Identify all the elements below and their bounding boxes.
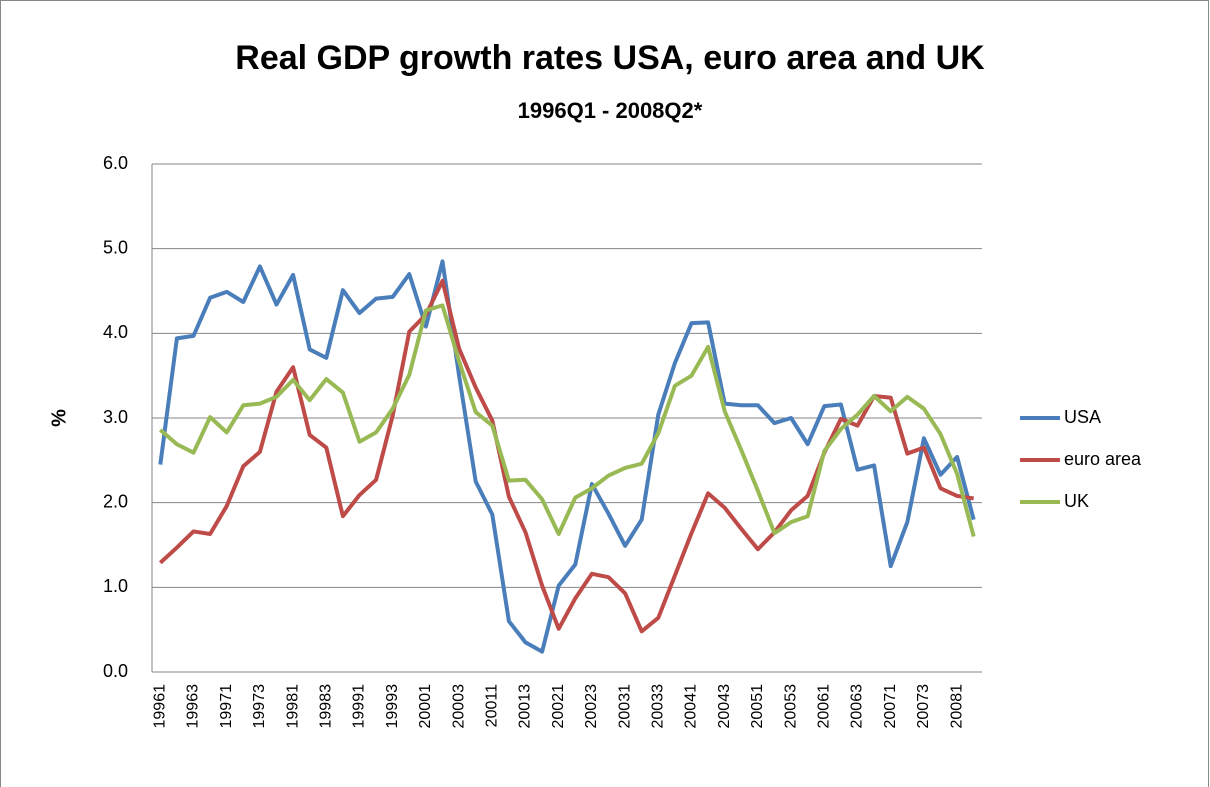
- legend-label: euro area: [1064, 449, 1142, 469]
- x-tick-label: 20063: [849, 684, 866, 729]
- y-tick-label: 2.0: [103, 491, 128, 511]
- legend-label: USA: [1064, 407, 1101, 427]
- x-tick-label: 19971: [218, 684, 235, 729]
- x-tick-label: 20061: [816, 684, 833, 729]
- y-tick-label: 1.0: [103, 576, 128, 596]
- x-tick-label: 19981: [284, 684, 301, 729]
- y-tick-label: 0.0: [103, 661, 128, 681]
- y-tick-label: 4.0: [103, 322, 128, 342]
- x-tick-label: 20003: [450, 684, 467, 729]
- x-tick-label: 20043: [716, 684, 733, 729]
- x-tick-label: 20021: [550, 684, 567, 729]
- y-tick-label: 6.0: [103, 153, 128, 173]
- x-tick-label: 20033: [650, 684, 667, 729]
- series-line: [158, 259, 976, 654]
- x-tick-label: 20041: [683, 684, 700, 729]
- x-tick-label: 20071: [882, 684, 899, 729]
- x-tick-label: 20001: [417, 684, 434, 729]
- x-tick-label: 20053: [782, 684, 799, 729]
- x-tick-label: 19973: [251, 684, 268, 729]
- chart-subtitle: 1996Q1 - 2008Q2*: [518, 98, 703, 123]
- x-tick-label: 20081: [948, 684, 965, 729]
- x-tick-label: 19991: [351, 684, 368, 729]
- x-tick-label: 20051: [749, 684, 766, 729]
- x-tick-label: 20073: [915, 684, 932, 729]
- x-tick-label: 19963: [185, 684, 202, 729]
- y-tick-label: 5.0: [103, 237, 128, 257]
- legend-label: UK: [1064, 491, 1089, 511]
- x-tick-label: 20013: [517, 684, 534, 729]
- x-tick-label: 19983: [318, 684, 335, 729]
- y-axis-label: %: [48, 409, 70, 427]
- x-tick-label: 19961: [152, 684, 169, 729]
- series-line: [158, 278, 975, 634]
- y-tick-label: 3.0: [103, 407, 128, 427]
- chart-title: Real GDP growth rates USA, euro area and…: [235, 39, 985, 77]
- x-tick-label: 20023: [583, 684, 600, 729]
- series-line: [158, 303, 976, 538]
- x-tick-label: 19993: [384, 684, 401, 729]
- x-tick-label: 20031: [616, 684, 633, 729]
- x-tick-label: 20011: [484, 684, 501, 727]
